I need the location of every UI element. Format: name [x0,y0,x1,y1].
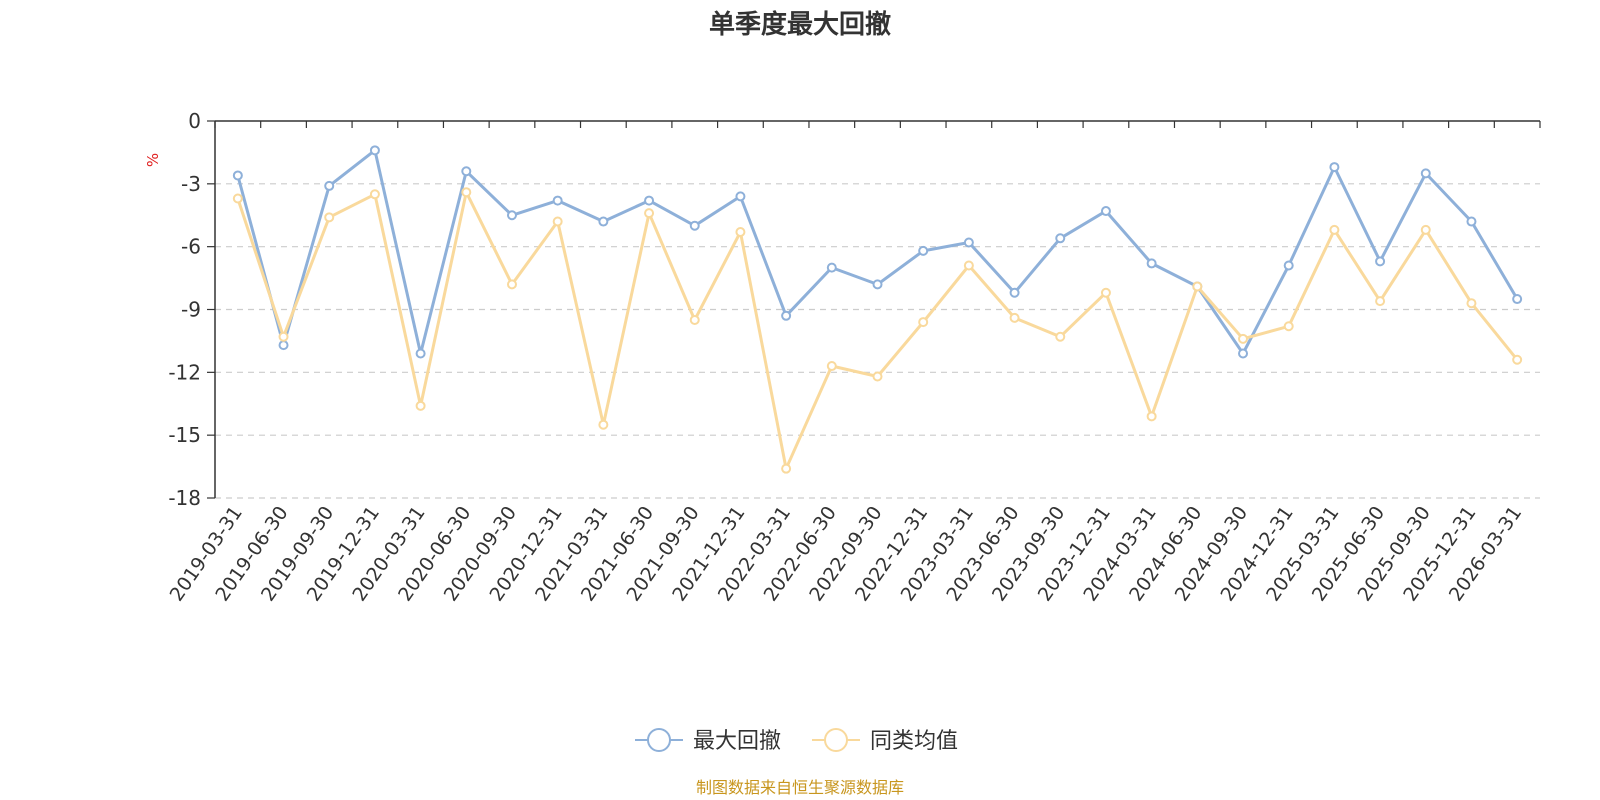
data-point [1283,260,1294,271]
data-point [1146,258,1157,269]
data-point [1420,168,1431,179]
data-point [324,180,335,191]
data-point [1146,411,1157,422]
y-axis-unit: % [144,153,162,167]
series-lines [232,145,1523,474]
y-tick-label: -18 [168,486,201,510]
legend[interactable]: 最大回撤 同类均值 [635,728,958,754]
legend-item-2[interactable]: 同类均值 [812,728,958,754]
legend-marker-icon [824,728,848,752]
data-point [506,210,517,221]
data-point [735,227,746,238]
data-point [1009,312,1020,323]
data-point [1375,256,1386,267]
data-point [826,262,837,273]
data-point [1055,331,1066,342]
data-point [1466,216,1477,227]
data-point [1283,321,1294,332]
data-point [369,145,380,156]
data-point [1100,287,1111,298]
y-tick-label: -12 [168,360,201,384]
data-point [1512,294,1523,305]
data-point [461,166,472,177]
data-point [598,216,609,227]
data-point [963,237,974,248]
data-point [735,191,746,202]
legend-label: 同类均值 [870,729,958,754]
chart-title: 单季度最大回撤 [709,9,891,40]
data-point [1238,333,1249,344]
data-point [1512,354,1523,365]
data-point [506,279,517,290]
data-point [1192,281,1203,292]
y-tick-label: -6 [181,235,201,259]
data-point [1329,224,1340,235]
data-point [781,310,792,321]
series-line-2 [236,190,1519,471]
grid-lines [215,183,1540,499]
data-point [552,195,563,206]
legend-label: 最大回撤 [693,729,781,754]
y-tick-label: -9 [181,298,201,322]
legend-item-1[interactable]: 最大回撤 [635,728,781,754]
y-tick-label: -3 [181,172,201,196]
data-point [826,361,837,372]
data-point [415,348,426,359]
data-point [1329,162,1340,173]
data-point [1420,224,1431,235]
data-point [872,371,883,382]
data-point [415,400,426,411]
data-point [461,187,472,198]
data-point [1375,296,1386,307]
source-note: 制图数据来自恒生聚源数据库 [696,778,904,797]
data-point [1466,298,1477,309]
data-point [1238,348,1249,359]
data-point [278,340,289,351]
data-point [1009,287,1020,298]
data-point [232,193,243,204]
data-point [552,216,563,227]
data-point [278,331,289,342]
data-point [689,220,700,231]
data-point [689,314,700,325]
data-point [963,260,974,271]
data-point [369,189,380,200]
data-point [872,279,883,290]
data-point [918,317,929,328]
data-point [1100,206,1111,217]
data-point [232,170,243,181]
data-point [781,463,792,474]
data-point [918,245,929,256]
data-point [644,208,655,219]
y-tick-label: 0 [188,109,201,133]
legend-marker-icon [647,728,671,752]
data-point [1055,233,1066,244]
data-point [644,195,655,206]
data-point [324,212,335,223]
y-tick-label: -15 [168,423,201,447]
data-point [598,419,609,430]
